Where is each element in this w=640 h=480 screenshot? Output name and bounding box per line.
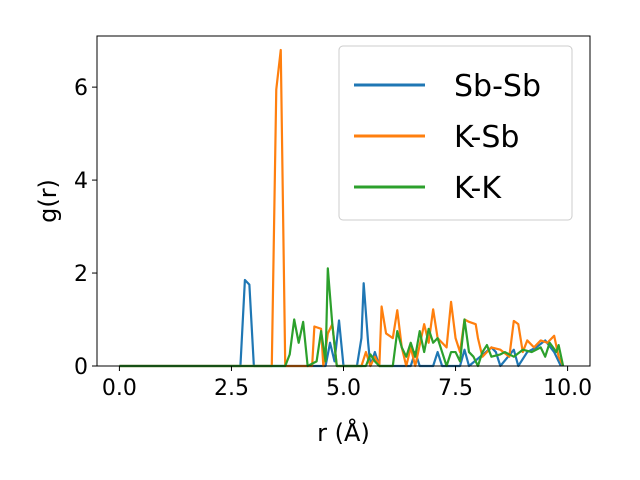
x-ticks: 0.0 2.5 5.0 7.5 10.0 bbox=[102, 366, 592, 401]
series-layer bbox=[119, 48, 565, 368]
y-tick-label: 2 bbox=[74, 262, 88, 287]
x-tick-label: 10.0 bbox=[543, 376, 592, 401]
y-ticks: 0 2 4 6 bbox=[74, 76, 97, 380]
x-tick-label: 0.0 bbox=[102, 376, 137, 401]
series-line-2 bbox=[119, 267, 565, 368]
legend-box bbox=[338, 45, 573, 221]
x-tick-label: 2.5 bbox=[214, 376, 249, 401]
legend-label-2: K-K bbox=[454, 171, 502, 206]
legend-label-1: K-Sb bbox=[454, 120, 519, 155]
y-tick-label: 0 bbox=[74, 355, 88, 380]
x-axis-label: r (Å) bbox=[317, 418, 370, 447]
y-tick-label: 6 bbox=[74, 76, 88, 101]
y-tick-label: 4 bbox=[74, 169, 88, 194]
x-tick-label: 5.0 bbox=[326, 376, 361, 401]
y-axis-label: g(r) bbox=[34, 179, 62, 223]
x-tick-label: 7.5 bbox=[438, 376, 473, 401]
legend-label-0: Sb-Sb bbox=[454, 69, 541, 104]
legend: Sb-Sb K-Sb K-K bbox=[338, 45, 573, 221]
